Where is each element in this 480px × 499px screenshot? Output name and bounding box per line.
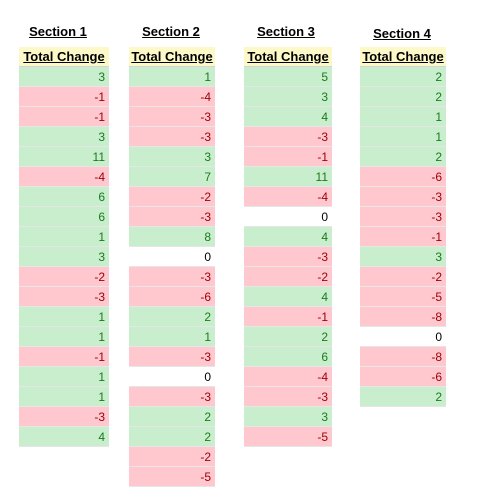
section-1-header[interactable]: Total Change bbox=[19, 47, 109, 67]
section-4-cell[interactable]: -3 bbox=[360, 187, 446, 207]
section-2-cell[interactable]: -3 bbox=[129, 107, 215, 127]
section-4-cells: 2 2 1 1 2 -6 -3 -3 -1 3 -2 -5 -8 0 -8 -6 2 bbox=[360, 67, 446, 407]
section-3-cell[interactable]: -3 bbox=[244, 387, 332, 407]
section-4-cell[interactable]: 2 bbox=[360, 387, 446, 407]
section-1-cell[interactable]: 11 bbox=[19, 147, 109, 167]
section-1-cell[interactable]: -3 bbox=[19, 287, 109, 307]
section-2-cell[interactable]: -5 bbox=[129, 467, 215, 487]
section-2-column: Total Change 1 -4 -3 -3 3 7 -2 -3 8 0 -3 -6 2 1 -3 0 -3 2… bbox=[129, 47, 215, 487]
section-2-cell[interactable]: 2 bbox=[129, 427, 215, 447]
section-2-cell[interactable]: 1 bbox=[129, 327, 215, 347]
section-1-cell[interactable]: 4 bbox=[19, 427, 109, 447]
section-2-header[interactable]: Total Change bbox=[129, 47, 215, 67]
section-1-cell[interactable]: 1 bbox=[19, 307, 109, 327]
section-3-cell[interactable]: 4 bbox=[244, 227, 332, 247]
section-3-cell[interactable]: 3 bbox=[244, 87, 332, 107]
section-2-cell[interactable]: -4 bbox=[129, 87, 215, 107]
section-2-title: Section 2 bbox=[142, 24, 200, 39]
section-4-cell[interactable]: -6 bbox=[360, 367, 446, 387]
section-3-cell[interactable]: -4 bbox=[244, 367, 332, 387]
section-3-cell[interactable]: 4 bbox=[244, 287, 332, 307]
section-2-cell[interactable]: 2 bbox=[129, 407, 215, 427]
section-3-cell[interactable]: 0 bbox=[244, 207, 332, 227]
section-4-cell[interactable]: -8 bbox=[360, 307, 446, 327]
section-3-cell[interactable]: -1 bbox=[244, 307, 332, 327]
section-2-cell[interactable]: -6 bbox=[129, 287, 215, 307]
section-1-cell[interactable]: 1 bbox=[19, 327, 109, 347]
section-1-cell[interactable]: 3 bbox=[19, 67, 109, 87]
section-1-cell[interactable]: 6 bbox=[19, 207, 109, 227]
section-3-cell[interactable]: -3 bbox=[244, 247, 332, 267]
section-1-cell[interactable]: -1 bbox=[19, 107, 109, 127]
section-1-column: Total Change 3 -1 -1 3 11 -4 6 6 1 3 -2 -3 1 1 -1 1 1 -3 4 bbox=[19, 47, 109, 447]
section-4-cell[interactable]: -3 bbox=[360, 207, 446, 227]
section-4-cell[interactable]: 1 bbox=[360, 107, 446, 127]
section-4-cell[interactable]: 0 bbox=[360, 327, 446, 347]
section-2-cell[interactable]: 7 bbox=[129, 167, 215, 187]
section-2-cell[interactable]: 8 bbox=[129, 227, 215, 247]
section-1-cell[interactable]: -3 bbox=[19, 407, 109, 427]
section-1-cell[interactable]: 3 bbox=[19, 127, 109, 147]
section-3-cell[interactable]: 11 bbox=[244, 167, 332, 187]
section-1-cells: 3 -1 -1 3 11 -4 6 6 1 3 -2 -3 1 1 -1 1 1 -3 4 bbox=[19, 67, 109, 447]
section-4-header[interactable]: Total Change bbox=[360, 47, 446, 67]
section-3-cells: 5 3 4 -3 -1 11 -4 0 4 -3 -2 4 -1 2 6 -4 -3 3 -5 bbox=[244, 67, 332, 447]
section-1-title: Section 1 bbox=[29, 24, 87, 39]
section-2-cell[interactable]: 0 bbox=[129, 367, 215, 387]
section-4-cell[interactable]: -5 bbox=[360, 287, 446, 307]
section-3-cell[interactable]: -2 bbox=[244, 267, 332, 287]
section-3-cell[interactable]: 5 bbox=[244, 67, 332, 87]
section-3-cell[interactable]: -1 bbox=[244, 147, 332, 167]
section-4-cell[interactable]: 2 bbox=[360, 147, 446, 167]
section-2-cell[interactable]: -3 bbox=[129, 127, 215, 147]
section-2-cell[interactable]: 1 bbox=[129, 67, 215, 87]
section-4-column: Total Change 2 2 1 1 2 -6 -3 -3 -1 3 -2 -5 -8 0 -8 -6 2 bbox=[360, 47, 446, 407]
section-2-cell[interactable]: -3 bbox=[129, 347, 215, 367]
section-3-cell[interactable]: 6 bbox=[244, 347, 332, 367]
section-3-cell[interactable]: 3 bbox=[244, 407, 332, 427]
section-4-cell[interactable]: 2 bbox=[360, 67, 446, 87]
section-3-cell[interactable]: -5 bbox=[244, 427, 332, 447]
section-4-cell[interactable]: -2 bbox=[360, 267, 446, 287]
section-2-cell[interactable]: 3 bbox=[129, 147, 215, 167]
section-3-header[interactable]: Total Change bbox=[244, 47, 332, 67]
section-4-cell[interactable]: -6 bbox=[360, 167, 446, 187]
section-4-cell[interactable]: 2 bbox=[360, 87, 446, 107]
section-1-cell[interactable]: 1 bbox=[19, 227, 109, 247]
section-4-cell[interactable]: 1 bbox=[360, 127, 446, 147]
section-1-cell[interactable]: 6 bbox=[19, 187, 109, 207]
section-1-cell[interactable]: -4 bbox=[19, 167, 109, 187]
section-2-cell[interactable]: 2 bbox=[129, 307, 215, 327]
section-2-cells: 1 -4 -3 -3 3 7 -2 -3 8 0 -3 -6 2 1 -3 0 -3 2 2 -2 -5 bbox=[129, 67, 215, 487]
section-2-cell[interactable]: -3 bbox=[129, 387, 215, 407]
section-3-cell[interactable]: 2 bbox=[244, 327, 332, 347]
section-1-cell[interactable]: -1 bbox=[19, 347, 109, 367]
section-2-cell[interactable]: 0 bbox=[129, 247, 215, 267]
section-3-title: Section 3 bbox=[257, 24, 315, 39]
section-1-cell[interactable]: 3 bbox=[19, 247, 109, 267]
section-2-cell[interactable]: -2 bbox=[129, 447, 215, 467]
section-3-cell[interactable]: -4 bbox=[244, 187, 332, 207]
section-4-cell[interactable]: -8 bbox=[360, 347, 446, 367]
section-4-cell[interactable]: -1 bbox=[360, 227, 446, 247]
section-1-cell[interactable]: -1 bbox=[19, 87, 109, 107]
section-1-cell[interactable]: 1 bbox=[19, 387, 109, 407]
section-3-cell[interactable]: 4 bbox=[244, 107, 332, 127]
section-3-cell[interactable]: -3 bbox=[244, 127, 332, 147]
section-2-cell[interactable]: -3 bbox=[129, 267, 215, 287]
section-2-cell[interactable]: -2 bbox=[129, 187, 215, 207]
section-4-cell[interactable]: 3 bbox=[360, 247, 446, 267]
section-1-cell[interactable]: 1 bbox=[19, 367, 109, 387]
section-4-title: Section 4 bbox=[373, 26, 431, 41]
section-3-column: Total Change 5 3 4 -3 -1 11 -4 0 4 -3 -2 4 -1 2 6 -4 -3 3… bbox=[244, 47, 332, 447]
section-2-cell[interactable]: -3 bbox=[129, 207, 215, 227]
section-1-cell[interactable]: -2 bbox=[19, 267, 109, 287]
